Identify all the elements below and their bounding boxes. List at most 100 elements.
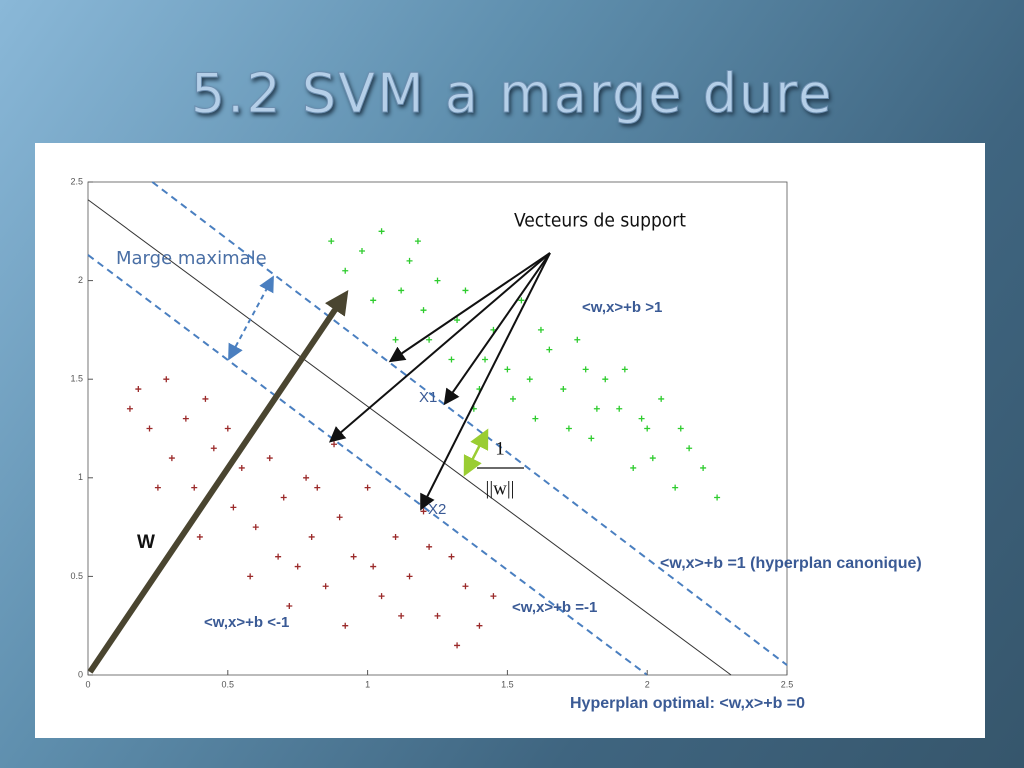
plot-area: [87, 181, 788, 676]
hyperplane-line: [151, 181, 788, 666]
y-tick-label: 1: [78, 472, 83, 482]
point: [247, 573, 254, 580]
point: [202, 395, 209, 402]
point: [398, 612, 405, 619]
y-tick-label: 1.5: [70, 374, 83, 384]
point: [537, 326, 544, 333]
point: [649, 455, 656, 462]
point: [322, 583, 329, 590]
point: [126, 405, 133, 412]
annotation: X1: [419, 389, 437, 406]
x-tick-label: 0: [85, 679, 90, 689]
point: [342, 267, 349, 274]
point: [565, 425, 572, 432]
support-arrow: [328, 252, 551, 443]
point: [406, 573, 413, 580]
point: [509, 395, 516, 402]
x-tick-label: 1.5: [501, 679, 514, 689]
plot-frame: [87, 181, 788, 676]
y-tick-label: 2.5: [70, 176, 83, 186]
point: [462, 583, 469, 590]
point: [414, 238, 421, 245]
hyperplane-line: [87, 199, 732, 676]
point: [350, 553, 357, 560]
annotation: Vecteurs de support: [514, 210, 686, 232]
y-tick-label: 0: [78, 669, 83, 679]
point: [168, 455, 175, 462]
point: [238, 464, 245, 471]
annotation: <w,x>+b <-1: [204, 614, 289, 631]
point: [672, 484, 679, 491]
support-arrow: [420, 252, 551, 511]
point: [286, 602, 293, 609]
annotation: X2: [428, 501, 446, 518]
point: [266, 455, 273, 462]
point: [191, 484, 198, 491]
point: [602, 376, 609, 383]
point: [658, 395, 665, 402]
point: [163, 376, 170, 383]
point: [196, 533, 203, 540]
point: [448, 356, 455, 363]
point: [392, 336, 399, 343]
point: [454, 642, 461, 649]
point: [182, 415, 189, 422]
support-arrow: [388, 252, 551, 363]
point: [370, 297, 377, 304]
point: [700, 464, 707, 471]
point: [210, 445, 217, 452]
distance-arrow: [463, 428, 489, 477]
y-tick-label: 0.5: [70, 571, 83, 581]
point: [638, 415, 645, 422]
point: [294, 563, 301, 570]
x-tick-label: 1: [365, 679, 370, 689]
point: [476, 622, 483, 629]
point: [378, 593, 385, 600]
support-arrow: [443, 252, 551, 406]
point: [448, 553, 455, 560]
point: [280, 494, 287, 501]
point: [686, 445, 693, 452]
point: [359, 248, 366, 255]
point: [588, 435, 595, 442]
point: [224, 425, 231, 432]
x-tick-label: 2.5: [781, 679, 794, 689]
point: [504, 366, 511, 373]
point: [546, 346, 553, 353]
point: [426, 336, 433, 343]
point: [252, 524, 259, 531]
point: [420, 307, 427, 314]
point: [308, 533, 315, 540]
point: [378, 228, 385, 235]
annotation: Hyperplan optimal: <w,x>+b =0: [570, 695, 805, 712]
point: [398, 287, 405, 294]
point: [434, 612, 441, 619]
point: [364, 484, 371, 491]
point: [616, 405, 623, 412]
point: [621, 366, 628, 373]
point: [328, 238, 335, 245]
point: [426, 543, 433, 550]
point: [526, 376, 533, 383]
point: [560, 386, 567, 393]
arrows: [87, 252, 551, 674]
x-tick-label: 0.5: [222, 679, 235, 689]
annotation: <w,x>+b >1: [582, 299, 662, 316]
x-tick-label: 2: [645, 679, 650, 689]
annotation: 1: [495, 438, 505, 459]
annotation: ||w||: [486, 478, 515, 499]
point: [146, 425, 153, 432]
point: [482, 356, 489, 363]
point: [518, 297, 525, 304]
point: [574, 336, 581, 343]
point: [593, 405, 600, 412]
point: [342, 622, 349, 629]
hyperplane-line: [87, 254, 648, 676]
y-tick-label: 2: [78, 275, 83, 285]
point: [370, 563, 377, 570]
point: [582, 366, 589, 373]
point: [462, 287, 469, 294]
panel: [35, 143, 985, 738]
